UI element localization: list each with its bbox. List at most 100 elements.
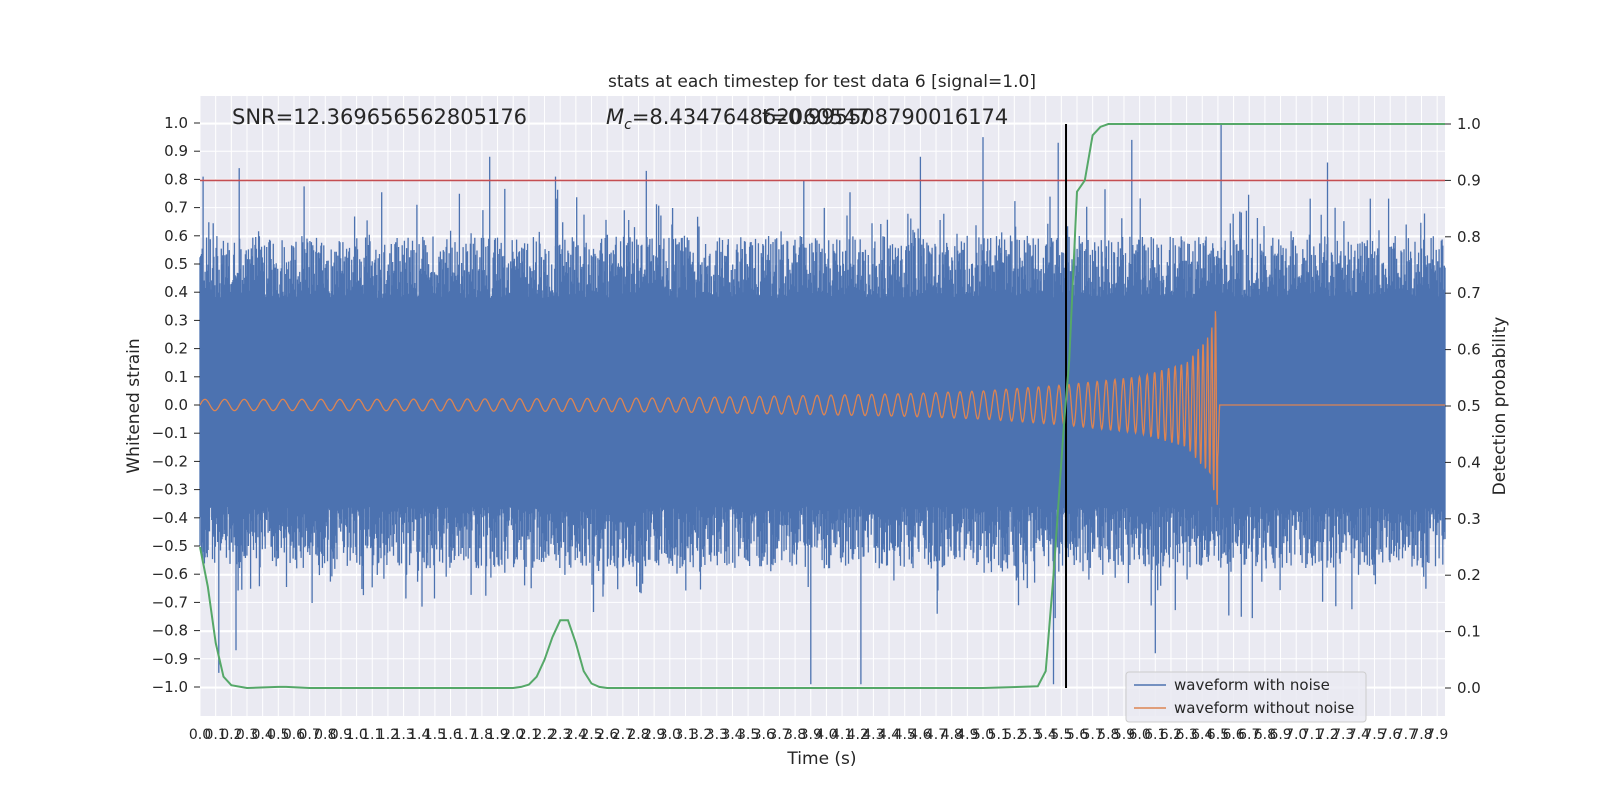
x-tick-label: 6.1 — [1144, 727, 1166, 743]
x-tick-label: 4.7 — [925, 727, 947, 743]
y2-tick-label: 0.5 — [1457, 397, 1481, 415]
x-tick-label: 5.3 — [1019, 727, 1041, 743]
y-tick-label: 0.0 — [164, 396, 188, 414]
x-tick-label: 7.0 — [1285, 727, 1307, 743]
x-tick-label: 3.8 — [784, 727, 806, 743]
x-tick-label: 5.9 — [1113, 727, 1135, 743]
y-tick-label: −0.4 — [152, 509, 188, 527]
x-tick-label: 4.2 — [847, 727, 869, 743]
series-waveform-without-noise — [199, 311, 1445, 505]
x-tick-label: 6.9 — [1269, 727, 1291, 743]
chirp-mass-value: =8.434764862060547 — [632, 105, 870, 129]
chirp-mass-annotation: Mc=8.434764862060547 — [606, 105, 870, 133]
x-tick-label: 4.6 — [909, 727, 931, 743]
x-tick-label: 4.8 — [941, 727, 963, 743]
y-tick-label: −0.3 — [152, 481, 188, 499]
x-tick-label: 3.9 — [800, 727, 822, 743]
y-tick-label: 0.5 — [164, 255, 188, 273]
chirp-mass-symbol: M — [606, 105, 624, 129]
y2-axis-ticks: 1.0 0.9 0.8 0.7 0.6 0.5 0.4 0.3 0.2 0.1 0.0 — [1445, 115, 1481, 697]
y2-tick-label: 0.1 — [1457, 623, 1481, 641]
y-tick-label: 0.2 — [164, 340, 188, 358]
y2-tick-label: 0.3 — [1457, 510, 1481, 528]
x-tick-label: 5.4 — [1035, 727, 1057, 743]
y2-tick-label: 0.7 — [1457, 284, 1481, 302]
x-tick-label: 7.8 — [1410, 727, 1432, 743]
y-tick-label: 0.9 — [164, 142, 188, 160]
x-axis-label: Time (s) — [786, 749, 856, 769]
x-tick-label: 3.1 — [674, 727, 696, 743]
y-tick-label: 0.8 — [164, 170, 188, 188]
y-tick-label: −0.6 — [152, 565, 188, 583]
y-axis-label: Whitened strain — [124, 338, 144, 473]
y2-axis-label: Detection probability — [1490, 317, 1510, 496]
y-tick-label: −1.0 — [152, 678, 188, 696]
y-tick-label: −0.8 — [152, 622, 188, 640]
snr-annotation: SNR=12.369656562805176 — [232, 105, 527, 129]
x-tick-label: 3.4 — [721, 727, 743, 743]
x-tick-label: 6.5 — [1207, 727, 1229, 743]
legend: waveform with noise waveform without noi… — [1125, 671, 1367, 723]
y-tick-label: −0.7 — [152, 593, 188, 611]
x-tick-label: 2.4 — [565, 727, 587, 743]
x-tick-label: 2.8 — [627, 727, 649, 743]
x-tick-label: 3.7 — [768, 727, 790, 743]
x-tick-label: 2.2 — [533, 727, 555, 743]
x-tick-label: 3.5 — [737, 727, 759, 743]
x-tick-label: 0.8 — [314, 727, 336, 743]
y2-tick-label: 0.8 — [1457, 228, 1481, 246]
x-tick-label: 7.4 — [1348, 727, 1370, 743]
y2-tick-label: 0.6 — [1457, 341, 1481, 359]
y-axis-ticks: 1.0 0.9 0.8 0.7 0.6 0.5 0.4 0.3 0.2 0.1 0.0 −0.1 −0.… — [152, 114, 200, 696]
y-tick-label: −0.9 — [152, 650, 188, 668]
x-tick-label: 3.2 — [690, 727, 712, 743]
x-tick-label: 0.3 — [236, 727, 258, 743]
x-tick-label: 4.0 — [815, 727, 837, 743]
x-tick-label: 6.2 — [1160, 727, 1182, 743]
x-tick-label: 0.9 — [330, 727, 352, 743]
x-tick-label: 1.1 — [361, 727, 383, 743]
x-tick-label: 1.5 — [424, 727, 446, 743]
x-tick-label: 2.5 — [580, 727, 602, 743]
y2-tick-label: 1.0 — [1457, 115, 1481, 133]
y-tick-label: 0.3 — [164, 311, 188, 329]
x-tick-label: 1.2 — [377, 727, 399, 743]
x-tick-label: 6.8 — [1254, 727, 1276, 743]
series-waveform-with-noise — [199, 123, 1446, 685]
x-tick-label: 6.6 — [1222, 727, 1244, 743]
x-tick-label: 2.1 — [518, 727, 540, 743]
x-tick-label: 1.6 — [439, 727, 461, 743]
x-tick-label: 2.3 — [549, 727, 571, 743]
x-tick-label: 1.3 — [392, 727, 414, 743]
detection-probability-line — [199, 123, 1445, 690]
y-tick-label: −0.2 — [152, 452, 188, 470]
x-tick-label: 2.7 — [612, 727, 634, 743]
x-tick-label: 3.0 — [659, 727, 681, 743]
x-tick-label: 1.4 — [408, 727, 430, 743]
x-tick-label: 5.8 — [1097, 727, 1119, 743]
legend-label-noise: waveform with noise — [1174, 676, 1330, 694]
x-tick-label: 0.6 — [283, 727, 305, 743]
x-tick-label: 7.5 — [1363, 727, 1385, 743]
x-tick-label: 5.1 — [988, 727, 1010, 743]
x-tick-label: 7.7 — [1395, 727, 1417, 743]
x-tick-label: 0.5 — [267, 727, 289, 743]
x-tick-label: 6.3 — [1175, 727, 1197, 743]
x-tick-label: 1.7 — [455, 727, 477, 743]
y-tick-label: −0.5 — [152, 537, 188, 555]
chart-title: stats at each timestep for test data 6 [… — [608, 72, 1036, 92]
y-tick-label: 0.4 — [164, 283, 188, 301]
y-tick-label: 1.0 — [164, 114, 188, 132]
y-tick-label: 0.6 — [164, 227, 188, 245]
x-tick-label: 0.4 — [252, 727, 274, 743]
clean-waveform-line — [199, 311, 1445, 505]
x-tick-label: 4.5 — [894, 727, 916, 743]
x-tick-label: 7.6 — [1379, 727, 1401, 743]
x-tick-label: 5.6 — [1066, 727, 1088, 743]
y-tick-label: 0.7 — [164, 199, 188, 217]
x-tick-label: 7.2 — [1316, 727, 1338, 743]
x-tick-label: 2.9 — [643, 727, 665, 743]
x-tick-label: 4.3 — [862, 727, 884, 743]
x-tick-label: 4.1 — [831, 727, 853, 743]
